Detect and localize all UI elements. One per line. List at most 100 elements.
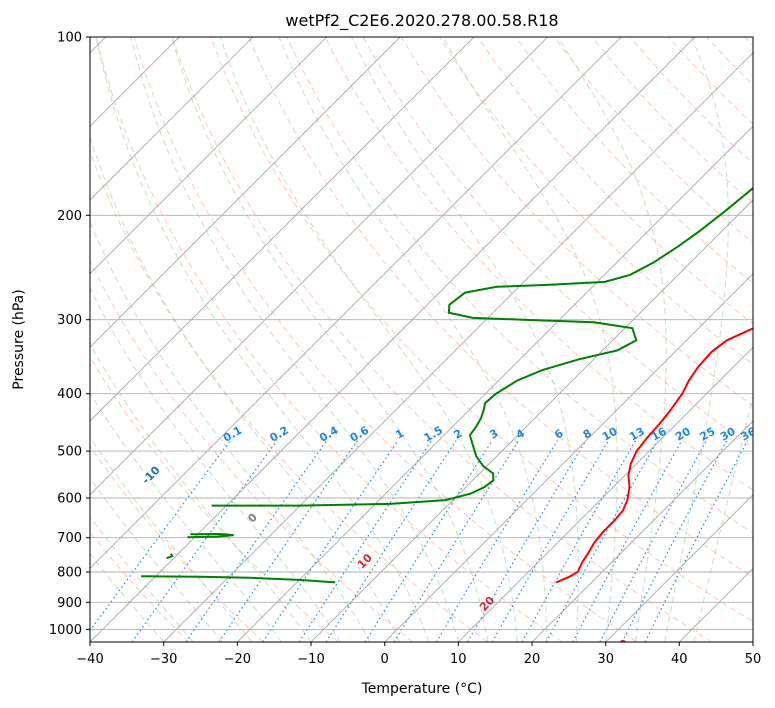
dry-adiabat — [90, 356, 339, 642]
isotherm — [163, 52, 753, 642]
mixing-ratio-line — [644, 440, 748, 642]
isotherm — [237, 125, 753, 642]
dry-adiabat — [553, 37, 753, 244]
y-tick-label: 400 — [57, 387, 82, 402]
mixing-ratio-label: 25 — [698, 425, 718, 444]
x-tick-label: −10 — [297, 652, 324, 667]
dry-adiabat — [90, 150, 488, 642]
mixing-ratio-label: 0.6 — [348, 423, 372, 444]
y-tick-label: 500 — [57, 445, 82, 460]
moist-adiabat — [664, 37, 729, 642]
profile-line — [187, 532, 234, 539]
dry-adiabat-label: 20 — [477, 594, 497, 614]
background-lines — [90, 37, 753, 642]
mixing-ratio-label: 3 — [487, 427, 500, 442]
moist-adiabat — [351, 37, 579, 642]
dry-adiabat — [591, 37, 753, 204]
y-tick-label: 100 — [57, 31, 82, 46]
dry-adiabat — [95, 37, 563, 642]
dry-adiabat-label: 10 — [355, 551, 375, 571]
dry-adiabat — [438, 37, 753, 366]
moist-adiabat — [90, 342, 312, 642]
mixing-ratio-line — [545, 440, 659, 642]
mixing-ratio-label: 1 — [393, 427, 406, 442]
mixing-ratio-line — [621, 440, 728, 642]
profile-lines — [141, 186, 753, 584]
profile-line — [211, 186, 753, 507]
x-tick-label: −30 — [150, 652, 177, 667]
mixing-ratio-label: 1.5 — [422, 424, 445, 445]
isotherm — [531, 420, 753, 642]
x-tick-label: 10 — [450, 652, 467, 667]
dry-adiabat — [324, 37, 753, 491]
dry-adiabat — [248, 37, 753, 578]
x-axis-title: Temperature (°C) — [361, 681, 483, 697]
mixing-ratio-label: 30 — [718, 425, 738, 444]
mixing-ratio-line — [262, 440, 399, 642]
dry-adiabat — [706, 37, 753, 86]
moist-adiabat — [693, 394, 753, 642]
mixing-ratio-label: 6 — [552, 426, 565, 441]
dry-adiabat — [90, 259, 414, 642]
mixing-ratio-line — [521, 440, 637, 642]
mixing-ratio-line — [572, 440, 683, 642]
plot-frame — [89, 36, 754, 643]
mixing-ratio-line — [491, 440, 609, 642]
mixing-ratio-line — [364, 440, 493, 642]
mixing-ratio-line — [131, 440, 278, 642]
mixing-ratio-label: 4 — [514, 426, 527, 441]
dry-adiabat — [90, 531, 190, 642]
moist-adiabat — [90, 477, 223, 642]
dry-adiabat — [744, 37, 753, 47]
dry-adiabat — [515, 37, 753, 284]
dry-adiabat — [286, 37, 753, 534]
mixing-ratio-line — [393, 440, 520, 642]
dry-adiabat-label: -10 — [139, 463, 162, 486]
isotherm — [605, 494, 753, 642]
moist-adiabat — [171, 37, 489, 642]
dry-adiabat — [133, 37, 638, 642]
mixing-ratio-label: 0.2 — [267, 424, 290, 445]
moist-adiabat — [90, 553, 165, 642]
isotherm — [90, 37, 327, 275]
moist-adiabat — [90, 287, 341, 642]
mixing-ratio-label: 20 — [673, 425, 693, 444]
mixing-ratio-label: 0.4 — [317, 423, 341, 444]
pressure-grid — [90, 37, 753, 630]
y-axis: 100 200 300 400 500 600 700 800 900 1000 — [49, 31, 90, 638]
moist-adiabat — [90, 135, 400, 642]
moist-adiabat — [278, 37, 548, 642]
x-tick-label: 20 — [524, 652, 541, 667]
y-axis-title: Pressure (hPa) — [11, 289, 27, 389]
dry-adiabat-label: 40 — [757, 679, 775, 699]
isotherm — [90, 37, 254, 201]
profile-line — [166, 553, 174, 560]
dry-adiabat — [210, 37, 753, 623]
profile-line — [141, 575, 336, 584]
y-tick-label: 700 — [57, 531, 82, 546]
y-tick-label: 300 — [57, 313, 82, 328]
mixing-ratio-line — [599, 440, 707, 642]
y-tick-label: 600 — [57, 492, 82, 507]
isotherm — [90, 37, 401, 348]
dry-adiabat — [90, 445, 264, 642]
dry-adiabat — [171, 37, 712, 642]
profile-line — [555, 327, 753, 584]
moist-adiabat — [90, 392, 282, 642]
chart-title: wetPf2_C2E6.2020.278.00.58.R18 — [285, 11, 558, 31]
mixing-ratio-label: 36 — [739, 425, 759, 444]
x-tick-label: 40 — [671, 652, 688, 667]
x-axis: −40 −30 −20 −10 0 10 20 30 40 50 — [76, 642, 761, 667]
moist-adiabat — [219, 37, 518, 642]
moist-adiabat — [90, 516, 194, 642]
mixing-ratio-label: 16 — [649, 425, 669, 444]
moist-adiabat — [442, 37, 618, 642]
x-tick-label: −40 — [76, 652, 103, 667]
moist-adiabat — [130, 37, 459, 642]
mixing-ratio-line — [325, 440, 457, 642]
y-tick-label: 900 — [57, 596, 82, 611]
isotherm — [310, 199, 753, 642]
moist-adiabat — [95, 37, 430, 642]
x-tick-label: −20 — [224, 652, 251, 667]
